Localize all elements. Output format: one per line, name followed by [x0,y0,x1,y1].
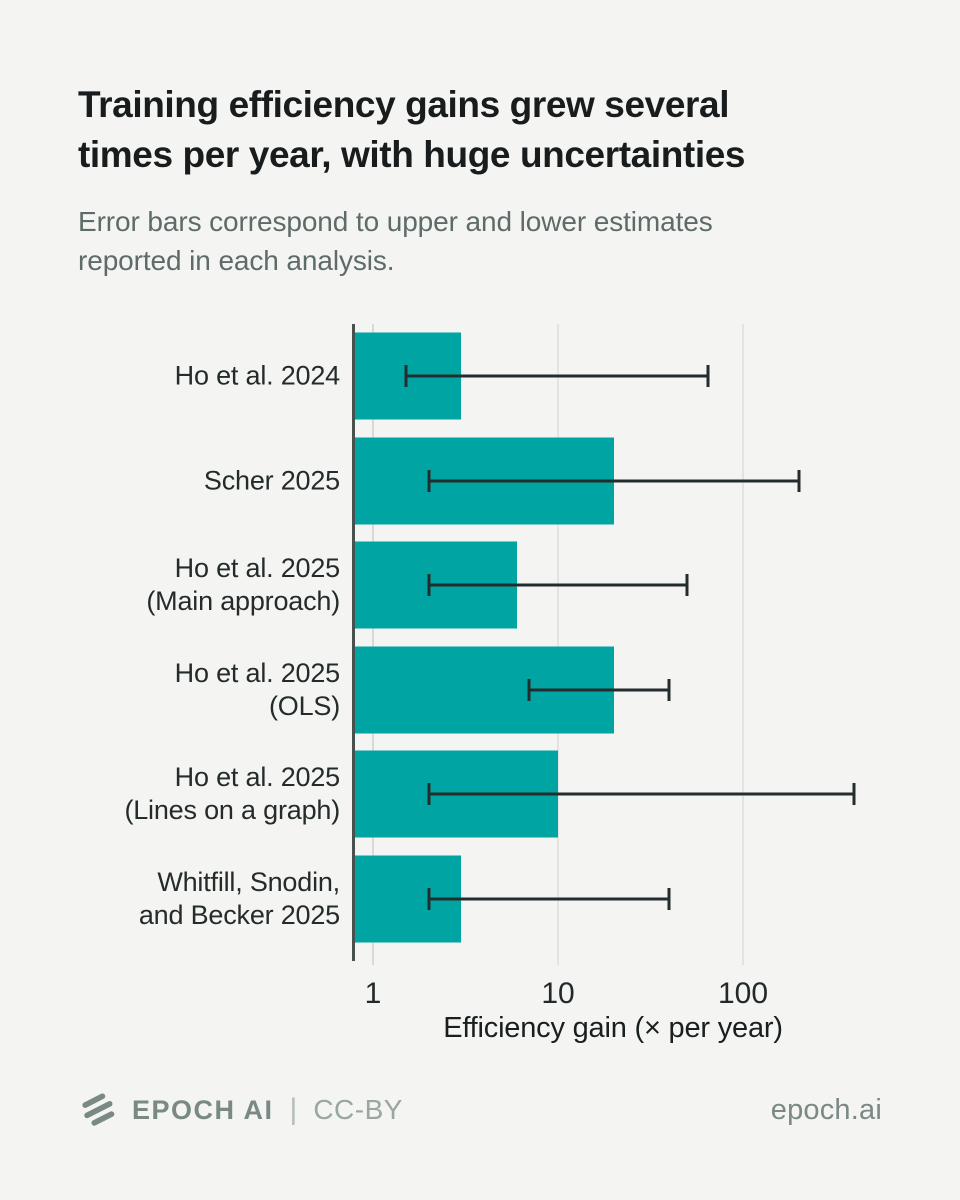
error-bar-cap [427,783,431,806]
brand-name: EPOCH AI [132,1094,274,1125]
x-tick-label: 10 [541,977,575,1010]
error-bar-line [405,374,709,378]
error-bar-cap [427,887,431,910]
license-badge: CC-BY [313,1094,403,1125]
error-bar-cap [427,469,431,492]
category-label: Ho et al. 2025 (Lines on a graph) [124,762,340,826]
category-label: Scher 2025 [203,465,340,496]
gridline-10 [557,324,559,965]
error-bar-cap [797,469,801,492]
chart-subtitle: Error bars correspond to upper and lower… [78,206,713,276]
gridline-100 [742,324,744,965]
gridline-1 [372,324,374,965]
category-axis: Ho et al. 2024 Scher 2025 Ho et al. 2025 (… [0,324,340,951]
error-bar-cap [404,365,408,388]
error-bar-cap [706,365,710,388]
error-bar-line [428,897,670,901]
site-url: epoch.ai [770,1093,882,1126]
x-axis-label: Efficiency gain (× per year) [443,1012,783,1044]
plot-area: 1 10 100 Efficiency gain (× per year) [352,324,920,1044]
error-bar-line [428,479,799,483]
error-bar-line [529,688,670,692]
category-label: Ho et al. 2024 [174,360,341,391]
error-bar-cap [852,783,856,806]
error-bar-cap [527,678,531,701]
error-bar-cap [667,887,671,910]
error-bar-cap [667,678,671,701]
footer-separator: | [289,1093,298,1126]
y-axis-spine [352,324,355,961]
category-label: Ho et al. 2025 (OLS) [174,657,341,721]
chart-title: Training efficiency gains grew several t… [78,84,746,175]
category-label: Ho et al. 2025 (Main approach) [146,553,340,617]
x-tick-label: 100 [717,977,769,1010]
epoch-logo-icon [82,1093,115,1126]
category-label: Whitfill, Snodin, and Becker 2025 [138,866,340,930]
error-bar-cap [427,574,431,597]
error-bar-line [428,792,855,796]
error-bar-line [428,583,688,587]
error-bar-cap [685,574,689,597]
x-tick-label: 1 [364,977,382,1010]
footer: EPOCH AI | CC-BY epoch.ai [78,1088,882,1132]
